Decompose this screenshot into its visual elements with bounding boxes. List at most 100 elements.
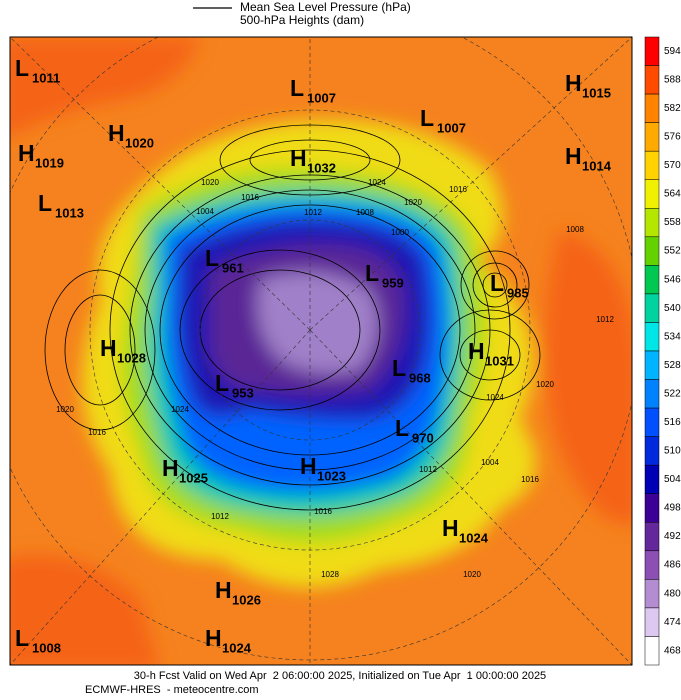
colorbar-swatch [644, 522, 660, 552]
center-letter: L [392, 355, 406, 381]
legend-text: 500-hPa Heights (dam) [240, 13, 364, 27]
colorbar-swatch [644, 122, 660, 152]
contour-label: 1000 [391, 228, 409, 237]
colorbar-label: 528 [664, 360, 681, 371]
center-value: 1025 [179, 470, 208, 485]
colorbar-swatch [644, 179, 660, 209]
center-letter: H [108, 120, 125, 146]
center-letter: L [15, 625, 29, 651]
contour-label: 1020 [536, 380, 554, 389]
colorbar-swatch [644, 407, 660, 437]
center-letter: H [18, 140, 35, 166]
center-letter: L [290, 75, 304, 101]
center-value: 985 [507, 285, 529, 300]
colorbar-swatch [644, 636, 660, 666]
legend-text: Mean Sea Level Pressure (hPa) [240, 0, 411, 14]
center-letter: L [15, 55, 29, 81]
colorbar-swatch [644, 493, 660, 523]
center-value: 959 [382, 275, 404, 290]
colorbar-swatch [644, 322, 660, 352]
center-value: 1007 [307, 90, 336, 105]
contour-label: 1020 [201, 178, 219, 187]
colorbar-label: 510 [664, 446, 681, 457]
center-letter: L [365, 260, 379, 286]
colorbar-label: 570 [664, 160, 681, 171]
colorbar-swatch [644, 93, 660, 123]
map [10, 37, 632, 665]
colorbar-label: 480 [664, 588, 681, 599]
colorbar-swatch [644, 350, 660, 380]
colorbar-label: 486 [664, 560, 681, 571]
contour-label: 1004 [196, 207, 214, 216]
colorbar-swatch [644, 436, 660, 466]
colorbar-label: 546 [664, 274, 681, 285]
center-value: 968 [409, 370, 431, 385]
colorbar-swatch [644, 65, 660, 95]
contour-label: 1016 [241, 193, 259, 202]
colorbar-swatch [644, 293, 660, 323]
colorbar-swatch [644, 607, 660, 637]
colorbar: 594 588 582 576 570 564 558 552 546 540 534 528 522 5… [644, 36, 681, 666]
colorbar-swatch [644, 150, 660, 180]
colorbar-label: 492 [664, 531, 681, 542]
center-value: 1032 [307, 160, 336, 175]
center-value: 970 [412, 430, 434, 445]
center-letter: H [565, 70, 582, 96]
colorbar-swatch [644, 236, 660, 266]
contour-label: 1016 [449, 185, 467, 194]
colorbar-swatch [644, 550, 660, 580]
center-value: 1023 [317, 468, 346, 483]
footer-valid: 30-h Fcst Valid on Wed Apr 2 06:00:00 20… [134, 670, 546, 682]
center-value: 1024 [222, 640, 252, 655]
colorbar-label: 576 [664, 132, 681, 143]
center-value: 1007 [437, 120, 466, 135]
colorbar-swatch [644, 208, 660, 238]
colorbar-label: 504 [664, 474, 681, 485]
center-value: 961 [222, 260, 244, 275]
footer-source: ECMWF-HRES - meteocentre.com [85, 684, 259, 696]
colorbar-label: 522 [664, 388, 681, 399]
center-letter: H [468, 338, 485, 364]
contour-label: 1012 [211, 512, 229, 521]
contour-label: 1004 [481, 458, 499, 467]
colorbar-label: 534 [664, 331, 681, 342]
center-letter: H [290, 145, 307, 171]
contour-label: 1028 [321, 570, 339, 579]
center-value: 1031 [485, 353, 514, 368]
center-value: 1020 [125, 135, 154, 150]
colorbar-label: 552 [664, 246, 681, 257]
center-value: 1026 [232, 592, 261, 607]
contour-label: 1008 [356, 208, 374, 217]
contour-label: 1020 [463, 570, 481, 579]
colorbar-label: 468 [664, 645, 681, 656]
colorbar-label: 582 [664, 103, 681, 114]
colorbar-label: 594 [664, 46, 681, 57]
colorbar-label: 498 [664, 503, 681, 514]
colorbar-swatch [644, 464, 660, 494]
center-letter: L [395, 415, 409, 441]
center-letter: L [38, 190, 52, 216]
center-letter: H [300, 453, 317, 479]
contour-label: 1024 [171, 405, 189, 414]
colorbar-swatch [644, 379, 660, 409]
colorbar-label: 558 [664, 217, 681, 228]
colorbar-label: 516 [664, 417, 681, 428]
contour-label: 1016 [314, 507, 332, 516]
center-letter: H [442, 515, 459, 541]
center-letter: L [205, 245, 219, 271]
center-value: 1008 [32, 640, 61, 655]
center-value: 1015 [582, 85, 611, 100]
center-letter: H [215, 577, 232, 603]
center-value: 1014 [582, 158, 612, 173]
contour-label: 1012 [419, 465, 437, 474]
center-letter: H [565, 143, 582, 169]
colorbar-swatch [644, 36, 660, 66]
contour-label: 1020 [404, 198, 422, 207]
contour-label: 1020 [56, 405, 74, 414]
contour-label: 1012 [596, 315, 614, 324]
center-letter: L [490, 270, 504, 296]
center-value: 1019 [35, 155, 64, 170]
center-value: 1028 [117, 350, 146, 365]
